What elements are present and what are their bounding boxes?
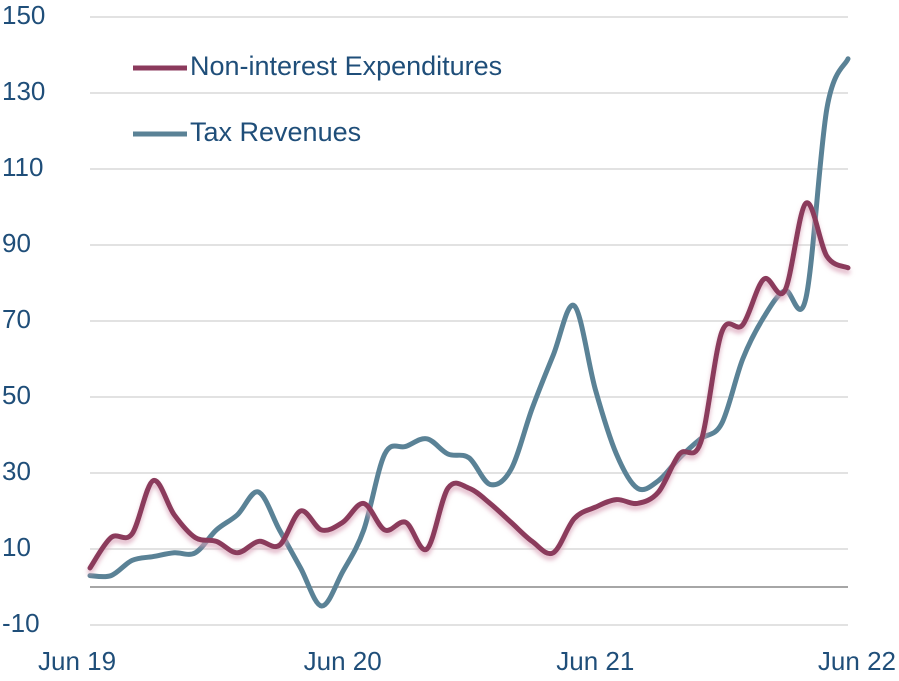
y-tick-label: 10 [2,532,31,562]
series-line [87,56,851,609]
y-tick-label: -10 [2,608,40,638]
legend: Non-interest Expenditures Tax Revenues [133,51,502,147]
y-tick-label: 90 [2,228,31,258]
y-tick-label: 130 [2,76,45,106]
legend-label: Tax Revenues [190,117,361,147]
y-tick-label: 150 [2,0,45,30]
series-line [87,200,851,571]
x-tick-label: Jun 22 [818,646,896,676]
y-tick-label: 30 [2,456,31,486]
y-tick-label: 50 [2,380,31,410]
x-tick-label: Jun 21 [556,646,634,676]
x-tick-label: Jun 19 [38,646,116,676]
y-tick-label: 70 [2,304,31,334]
x-tick-label: Jun 20 [304,646,382,676]
legend-label: Non-interest Expenditures [190,51,502,81]
y-tick-label: 110 [2,152,43,182]
